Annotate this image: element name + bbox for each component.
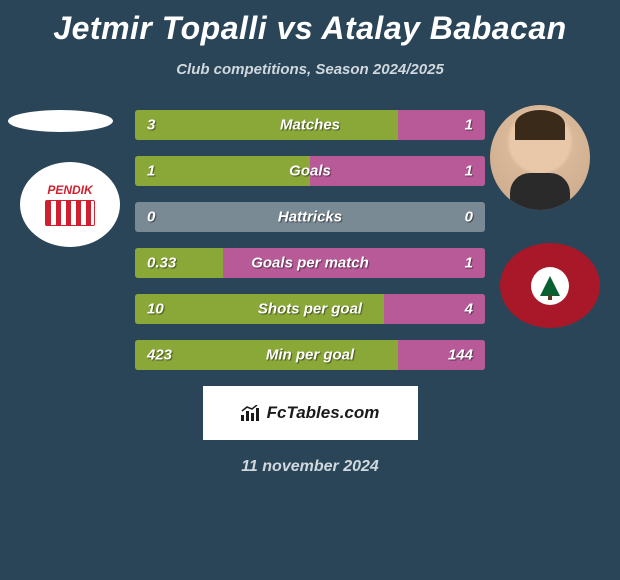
stat-value-left: 0 — [147, 209, 155, 226]
stat-label: Matches — [280, 117, 340, 134]
player-right-club-badge — [500, 243, 600, 328]
stat-label: Shots per goal — [258, 301, 362, 318]
tree-icon — [540, 276, 560, 296]
stat-row: 3 1 Matches — [135, 110, 485, 140]
player-left-club-badge: PENDIK — [20, 162, 120, 247]
stat-value-right: 4 — [465, 301, 473, 318]
stat-row: 0.33 1 Goals per match — [135, 248, 485, 278]
stat-value-left: 10 — [147, 301, 164, 318]
stat-value-right: 1 — [465, 255, 473, 272]
comparison-chart: PENDIK 3 1 Matches 1 1 Goals 0 0 Hattricks 0.33 1 G… — [0, 110, 620, 370]
stat-row: 1 1 Goals — [135, 156, 485, 186]
stat-value-left: 3 — [147, 117, 155, 134]
stat-value-right: 1 — [465, 163, 473, 180]
club-left-label: PENDIK — [47, 184, 92, 196]
club-left-stripes-icon — [45, 200, 95, 226]
player-left-avatar — [8, 110, 113, 132]
stat-value-left: 0.33 — [147, 255, 176, 272]
date-label: 11 november 2024 — [0, 458, 620, 476]
bar-fill-right — [310, 156, 485, 186]
chart-icon — [241, 405, 261, 421]
subtitle: Club competitions, Season 2024/2025 — [0, 61, 620, 78]
player-right-avatar — [490, 105, 590, 210]
stat-label: Min per goal — [266, 347, 354, 364]
bar-fill-left — [135, 156, 310, 186]
stat-value-right: 144 — [448, 347, 473, 364]
stat-row: 0 0 Hattricks — [135, 202, 485, 232]
stat-label: Goals — [289, 163, 331, 180]
stat-label: Goals per match — [251, 255, 369, 272]
stat-value-left: 1 — [147, 163, 155, 180]
branding-text: FcTables.com — [267, 403, 380, 423]
page-title: Jetmir Topalli vs Atalay Babacan — [0, 0, 620, 47]
stat-row: 423 144 Min per goal — [135, 340, 485, 370]
club-right-inner — [531, 267, 569, 305]
bar-fill-left — [135, 110, 398, 140]
branding-badge: FcTables.com — [203, 386, 418, 440]
stat-row: 10 4 Shots per goal — [135, 294, 485, 324]
stat-value-right: 1 — [465, 117, 473, 134]
stat-bars: 3 1 Matches 1 1 Goals 0 0 Hattricks 0.33 1 Goals pe… — [135, 110, 485, 370]
stat-value-left: 423 — [147, 347, 172, 364]
stat-label: Hattricks — [278, 209, 342, 226]
stat-value-right: 0 — [465, 209, 473, 226]
